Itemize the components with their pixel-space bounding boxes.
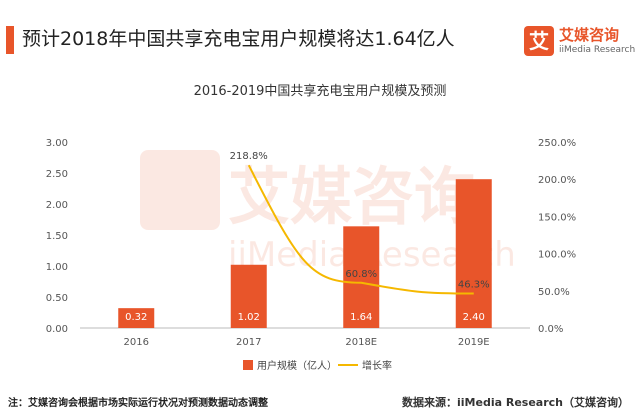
x-tick-label: 2016 xyxy=(124,337,149,348)
legend-bar-swatch xyxy=(243,360,253,370)
title-accent-bar xyxy=(6,26,14,54)
y-right-tick-label: 50.0% xyxy=(538,287,570,298)
bar-data-label: 1.02 xyxy=(238,312,260,323)
growth-line xyxy=(247,164,474,295)
watermark-text-cn: 艾媒咨询 xyxy=(228,160,476,233)
brand-logo: 艾 艾媒咨询 iiMedia Research xyxy=(524,24,636,64)
y-left-tick-label: 0.50 xyxy=(46,293,68,304)
bar-data-label: 1.64 xyxy=(350,312,372,323)
y-left-tick-label: 3.00 xyxy=(46,138,68,149)
x-tick-label: 2017 xyxy=(236,337,261,348)
logo-name-en: iiMedia Research xyxy=(559,45,636,55)
bar xyxy=(343,226,380,328)
x-tick-label: 2019E xyxy=(458,337,490,348)
y-left-tick-label: 1.00 xyxy=(46,262,68,273)
legend: 用户规模（亿人） 增长率 xyxy=(243,359,392,372)
line-data-label: 218.8% xyxy=(230,151,268,162)
y-left-tick-label: 2.50 xyxy=(46,169,68,180)
axes: 0.00 0.50 1.00 1.50 2.00 2.50 3.00 0.0% 50.0% 100… xyxy=(46,138,576,348)
watermark-mark-icon xyxy=(140,150,220,230)
x-tick-label: 2018E xyxy=(345,337,377,348)
y-right-tick-label: 100.0% xyxy=(538,250,576,261)
legend-line-label: 增长率 xyxy=(362,359,392,372)
bar xyxy=(455,179,492,328)
chart-title: 2016-2019中国共享充电宝用户规模及预测 xyxy=(193,84,447,99)
footnote: 注：艾媒咨询会根据市场实际运行状况对预测数据动态调整 xyxy=(8,398,268,409)
page-title: 预计2018年中国共享充电宝用户规模将达1.64亿人 xyxy=(22,28,455,50)
y-right-tick-label: 250.0% xyxy=(538,138,576,149)
data-source: 数据来源：iiMedia Research（艾媒咨询） xyxy=(402,396,629,409)
y-left-tick-label: 2.00 xyxy=(46,200,68,211)
y-right-tick-label: 150.0% xyxy=(538,212,576,223)
legend-bar-label: 用户规模（亿人） xyxy=(257,359,337,372)
bar-data-label: 2.40 xyxy=(463,312,485,323)
y-right-tick-label: 0.0% xyxy=(538,324,563,335)
bar-data-label: 0.32 xyxy=(125,312,147,323)
y-right-tick-label: 200.0% xyxy=(538,175,576,186)
y-left-tick-label: 0.00 xyxy=(46,324,68,335)
bar-series: 0.32 1.02 1.64 2.40 xyxy=(118,179,492,328)
line-data-label: 60.8% xyxy=(345,269,377,280)
bar xyxy=(230,264,267,328)
logo-mark-icon: 艾 xyxy=(524,26,554,56)
line-series: 218.8% 60.8% 46.3% xyxy=(230,151,490,295)
y-left-tick-label: 1.50 xyxy=(46,231,68,242)
logo-name-cn: 艾媒咨询 xyxy=(559,26,620,44)
bar xyxy=(118,308,155,328)
line-data-label: 46.3% xyxy=(458,280,490,291)
